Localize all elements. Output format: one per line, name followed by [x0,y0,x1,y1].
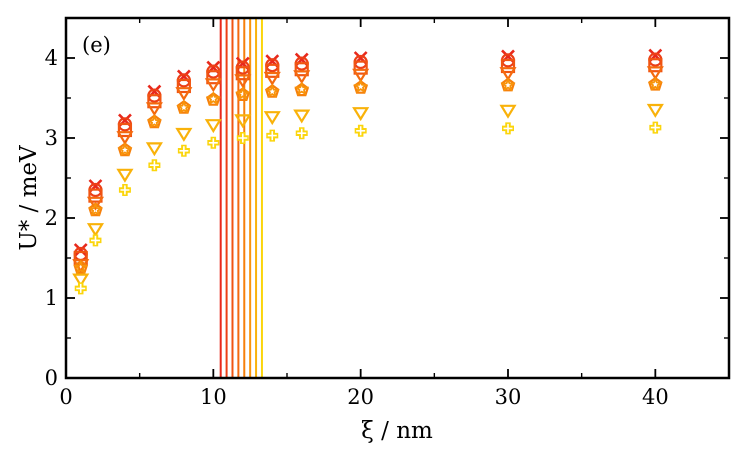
data-point-s3-2 [88,188,103,203]
vertical-lines [219,18,263,378]
data-point-s6-6 [205,91,221,106]
data-point-s3-10 [353,60,368,75]
data-point-s5-8 [264,83,280,98]
data-point-s3-11 [500,58,516,74]
data-point-s5-3 [117,142,133,157]
y-tick-label-2: 2 [45,206,58,230]
data-point-s3-7 [235,66,250,81]
axis-ticks: 0 10 20 30 40 0 1 2 3 4 [45,18,729,409]
data-point-s4-7 [234,74,252,89]
data-point-s3-6 [206,70,221,85]
data-point-s7-4 [145,142,163,157]
data-point-s5-11 [500,77,516,92]
data-point-s4-6 [204,78,222,93]
y-axis-title: U* / meV [16,145,42,251]
data-point-s5-2 [88,202,103,217]
data-point-s3-3 [117,122,133,138]
data-point-s4-2 [86,196,105,211]
data-point-s6-1 [73,259,89,274]
data-point-s5-1 [73,259,89,274]
data-point-s6-11 [500,77,516,92]
data-point-s1-1 [73,243,88,257]
data-point-s7-1 [72,273,90,288]
data-point-s4-12 [646,66,664,81]
data-point-s4-8 [263,71,281,86]
data-point-s8-8-inner [267,131,277,141]
data-point-s3-5 [176,78,191,94]
data-point-s8-6-inner [208,138,218,148]
data-point-s8-2-inner [90,235,100,245]
x-tick-label-40: 40 [642,385,669,409]
data-point-s4-10 [352,68,370,83]
data-point-s4-11 [499,67,517,82]
data-point-s3-4 [147,94,162,109]
data-point-s8-11-inner [503,123,513,133]
data-point-s8-10-inner [356,126,366,136]
data-point-s7-5 [175,127,193,142]
y-tick-label-0: 0 [45,366,58,390]
data-point-s8-3-inner [120,185,130,195]
data-point-s4-4 [145,102,163,117]
data-point-s5-4 [147,114,162,129]
data-point-s7-6 [204,119,222,134]
data-point-s6-8 [264,83,280,98]
data-markers [72,48,664,295]
data-point-s5-12 [648,76,663,91]
x-tick-label-30: 30 [495,385,522,409]
data-point-s3-8 [265,63,280,78]
data-point-s6-5 [176,99,192,114]
data-point-s7-11 [499,104,517,119]
data-point-s3-9 [294,62,309,77]
data-point-s8-4-inner [149,160,159,170]
data-point-s4-5 [175,87,193,102]
x-tick-label-20: 20 [347,385,374,409]
panel-label: (e) [82,33,111,57]
plot-frame [64,16,731,380]
data-point-s7-2 [86,223,105,238]
data-point-s4-9 [293,70,311,85]
data-point-s7-3 [116,168,134,183]
data-point-s6-9 [294,81,310,96]
data-point-s5-5 [176,99,192,114]
x-tick-label-0: 0 [59,385,72,409]
y-tick-label-4: 4 [45,46,58,70]
y-tick-label-1: 1 [45,286,58,310]
data-point-s3-12 [648,58,663,73]
data-point-s6-12 [647,76,663,91]
data-point-s6-3 [117,142,133,157]
y-tick-label-3: 3 [45,126,58,150]
data-point-s7-8 [263,111,281,126]
data-point-s7-10 [352,107,370,122]
data-point-s7-7 [234,114,252,129]
data-point-s6-2 [88,202,103,217]
data-point-s8-1-inner [76,283,86,293]
x-axis-title: ξ / nm [361,418,433,444]
x-tick-label-10: 10 [200,385,227,409]
data-point-s4-3 [116,131,134,146]
data-point-s7-9 [293,109,311,124]
data-point-s8-12-inner [650,123,660,133]
data-point-s7-12 [646,103,664,118]
data-point-s6-7 [235,86,251,101]
data-point-s6-4 [147,114,162,129]
data-point-s8-9-inner [297,128,307,138]
data-point-s8-7-inner [238,133,248,143]
data-point-s8-5-inner [179,146,189,156]
data-point-s6-10 [353,79,369,94]
